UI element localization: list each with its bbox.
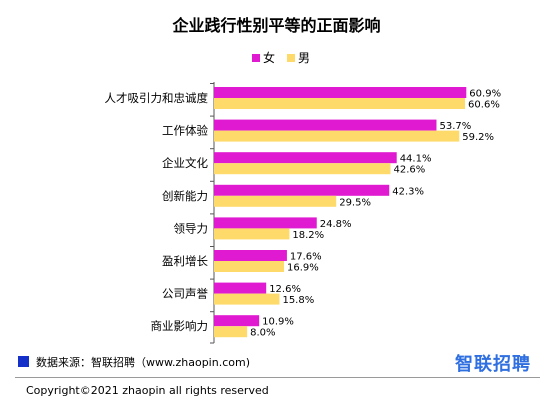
- category-label: 盈利增长: [162, 254, 208, 268]
- bar-value-label: 16.9%: [287, 263, 319, 274]
- zhaopin-logo: 智联招聘: [455, 354, 531, 375]
- bar-value-label: 60.9%: [469, 89, 501, 100]
- bar-0: [214, 184, 390, 196]
- chart-title: 企业践行性别平等的正面影响: [172, 16, 381, 35]
- bar-0: [214, 250, 287, 261]
- bar-1: [214, 98, 466, 109]
- bar-1: [214, 228, 290, 240]
- category-label: 领导力: [174, 221, 209, 235]
- bar-0: [214, 217, 317, 229]
- bar-value-label: 10.9%: [262, 317, 294, 328]
- footer-divider: [15, 377, 540, 378]
- bar-value-label: 42.3%: [392, 186, 424, 197]
- bar-value-label: 8.0%: [250, 328, 275, 339]
- bar-0: [214, 152, 397, 164]
- bar-0: [214, 282, 267, 294]
- legend-swatch-0: [252, 54, 260, 62]
- bar-value-label: 17.6%: [290, 252, 322, 263]
- bar-1: [214, 293, 280, 305]
- category-label: 企业文化: [162, 156, 208, 170]
- bar-value-label: 60.6%: [468, 100, 500, 111]
- legend-label-1: 男: [298, 51, 310, 65]
- bar-0: [214, 87, 467, 98]
- bar-value-label: 59.2%: [462, 132, 494, 143]
- bar-value-label: 24.8%: [320, 219, 352, 230]
- legend-label-0: 女: [263, 50, 275, 65]
- bar-1: [214, 130, 460, 142]
- bar-value-label: 15.8%: [282, 295, 314, 306]
- bar-value-label: 53.7%: [439, 121, 471, 132]
- bar-1: [214, 326, 248, 338]
- category-label: 工作体验: [162, 124, 208, 138]
- bar-value-label: 12.6%: [269, 284, 301, 295]
- bar-1: [214, 163, 391, 175]
- bar-1: [214, 195, 337, 207]
- bar-value-label: 42.6%: [393, 165, 425, 176]
- bar-value-label: 29.5%: [339, 197, 371, 208]
- category-label: 人才吸引力和忠诚度: [105, 91, 209, 105]
- category-label: 公司声誉: [162, 287, 208, 301]
- bar-value-label: 44.1%: [400, 154, 432, 165]
- category-label: 商业影响力: [151, 319, 209, 333]
- bar-value-label: 18.2%: [292, 230, 324, 241]
- source-marker: [18, 356, 29, 367]
- legend-swatch-1: [287, 54, 295, 62]
- copyright-text: Copyright©2021 zhaopin all rights reserv…: [26, 384, 269, 397]
- bar-0: [214, 119, 437, 131]
- bar-1: [214, 261, 285, 272]
- source-text: 数据来源：智联招聘（www.zhaopin.com): [36, 356, 250, 369]
- bar-0: [214, 315, 260, 327]
- category-label: 创新能力: [162, 189, 208, 203]
